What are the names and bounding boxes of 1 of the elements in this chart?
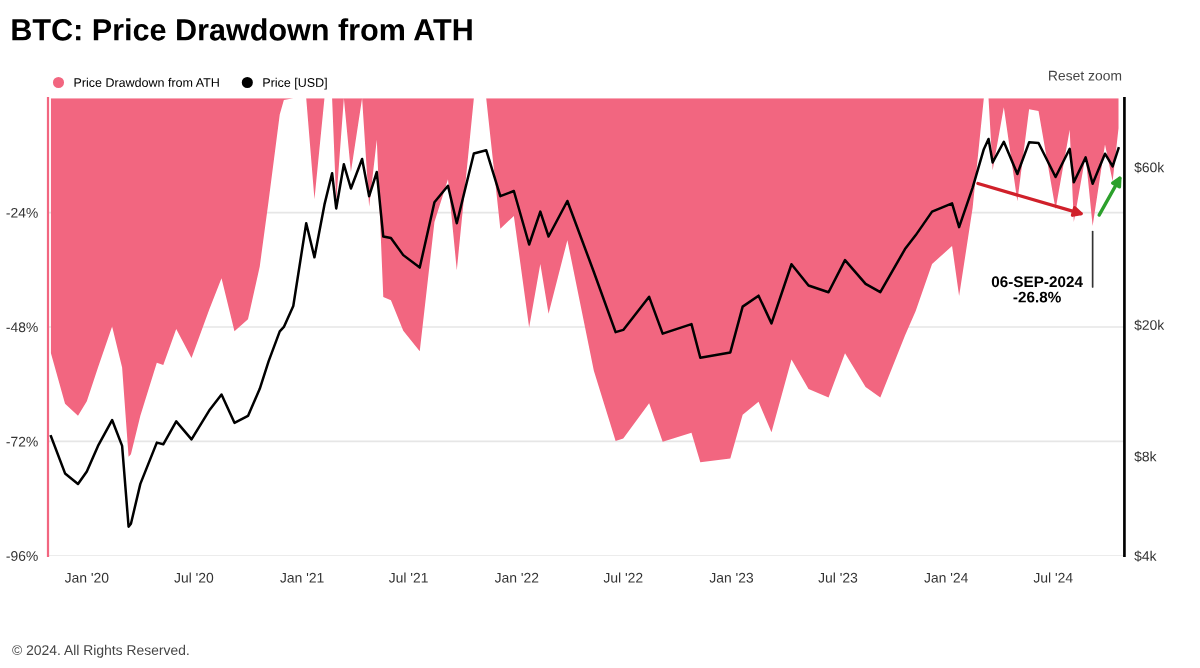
chart-title: BTC: Price Drawdown from ATH — [12, 18, 472, 41]
